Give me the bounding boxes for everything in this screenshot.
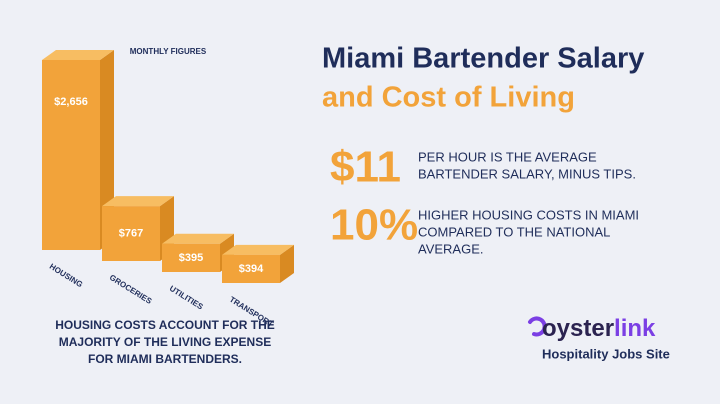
value-label: $395 [179,252,203,264]
bar-side [280,244,294,283]
bar-side [100,50,114,250]
stat-text: HIGHER HOUSING COSTS IN MIAMI [418,207,639,222]
bar [42,60,100,250]
bar-top [102,196,174,207]
stat-text: BARTENDER SALARY, MINUS TIPS. [418,166,636,181]
stat-figure: 10% [330,201,418,250]
brand-wordmark: oysterlink [542,315,656,342]
title-line: and Cost of Living [322,82,575,114]
footer-text: FOR MIAMI BARTENDERS. [88,352,242,366]
bar [102,206,160,261]
logo-icon [528,316,547,337]
bar [162,243,220,272]
bar-top [222,244,294,255]
bar-top [162,233,234,244]
brand-part: oyster [542,315,614,342]
value-label: $767 [119,227,143,239]
stat-text: COMPARED TO THE NATIONAL [418,224,610,239]
title-line: Miami Bartender Salary [322,43,644,75]
value-label: $2,656 [54,96,88,108]
logo-swirl [528,316,547,337]
stat-text: AVERAGE. [418,241,484,256]
footer-text: HOUSING COSTS ACCOUNT FOR THE [55,318,275,332]
bar-top [42,50,114,60]
stat-text: PER HOUR IS THE AVERAGE [418,149,597,164]
bar [222,254,280,283]
chart-title: MONTHLY FIGURES [130,47,207,56]
brand-tagline: Hospitality Jobs Site [542,346,670,361]
stat-figure: $11 [330,143,401,192]
brand-part: link [614,315,656,342]
value-label: $394 [239,263,264,275]
footer-text: MAJORITY OF THE LIVING EXPENSE [59,335,271,349]
